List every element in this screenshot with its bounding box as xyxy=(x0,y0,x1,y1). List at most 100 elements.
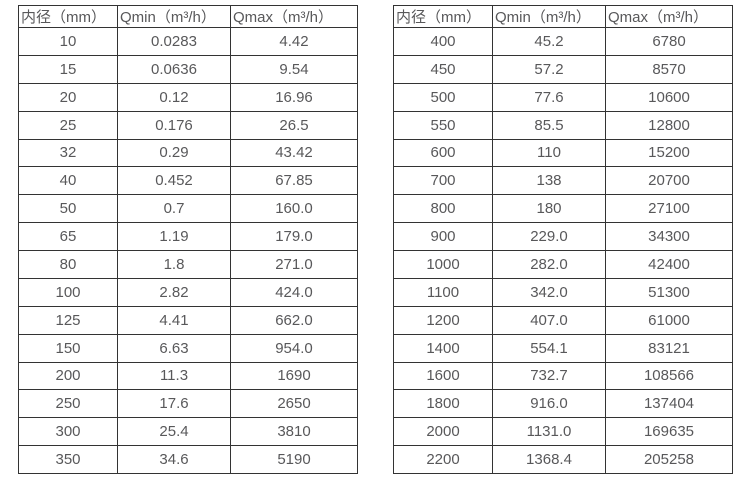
cell: 550 xyxy=(393,110,493,140)
cell: 0.176 xyxy=(117,110,231,140)
table-row: 600 110 15200 xyxy=(393,138,733,168)
table-row: 150 6.63 954.0 xyxy=(18,333,358,363)
cell: 169635 xyxy=(605,417,733,447)
cell: 205258 xyxy=(605,445,733,474)
cell: 20700 xyxy=(605,166,733,196)
cell: 1400 xyxy=(393,333,493,363)
cell: 1.19 xyxy=(117,222,231,251)
cell: 32 xyxy=(18,138,118,168)
cell: 57.2 xyxy=(492,54,606,84)
cell: 15 xyxy=(18,54,118,84)
table-row: 1400 554.1 83121 xyxy=(393,333,733,363)
table-row: 200 11.3 1690 xyxy=(18,361,358,391)
spec-table-large-diameters: 内径（mm） Qmin（m³/h） Qmax（m³/h） 400 45.2 6780… xyxy=(393,5,733,474)
table-row: 100 2.82 424.0 xyxy=(18,277,358,307)
column-header-diameter: 内径（mm） xyxy=(18,5,118,28)
cell: 83121 xyxy=(605,333,733,363)
cell: 25 xyxy=(18,110,118,140)
cell: 125 xyxy=(18,305,118,335)
cell: 50 xyxy=(18,194,118,224)
column-header-qmin: Qmin（m³/h） xyxy=(492,5,606,28)
cell: 2000 xyxy=(393,417,493,447)
column-header-qmax: Qmax（m³/h） xyxy=(230,5,358,28)
cell: 662.0 xyxy=(230,305,358,335)
cell: 229.0 xyxy=(492,222,606,251)
cell: 137404 xyxy=(605,389,733,419)
cell: 8570 xyxy=(605,54,733,84)
cell: 51300 xyxy=(605,277,733,307)
cell: 160.0 xyxy=(230,194,358,224)
cell: 600 xyxy=(393,138,493,168)
cell: 77.6 xyxy=(492,82,606,112)
table-row: 1200 407.0 61000 xyxy=(393,305,733,335)
cell: 4.42 xyxy=(230,27,358,56)
cell: 45.2 xyxy=(492,27,606,56)
table-row: 400 45.2 6780 xyxy=(393,27,733,56)
cell: 200 xyxy=(18,361,118,391)
cell: 500 xyxy=(393,82,493,112)
cell: 342.0 xyxy=(492,277,606,307)
cell: 0.12 xyxy=(117,82,231,112)
cell: 150 xyxy=(18,333,118,363)
flow-rate-table-right: 内径（mm） Qmin（m³/h） Qmax（m³/h） 400 45.2 6780… xyxy=(393,5,733,474)
cell: 954.0 xyxy=(230,333,358,363)
cell: 1600 xyxy=(393,361,493,391)
cell: 1200 xyxy=(393,305,493,335)
cell: 732.7 xyxy=(492,361,606,391)
table-row: 1000 282.0 42400 xyxy=(393,250,733,279)
cell: 554.1 xyxy=(492,333,606,363)
table-row: 15 0.0636 9.54 xyxy=(18,54,358,84)
cell: 85.5 xyxy=(492,110,606,140)
cell: 5190 xyxy=(230,445,358,474)
cell: 10 xyxy=(18,27,118,56)
cell: 1131.0 xyxy=(492,417,606,447)
cell: 450 xyxy=(393,54,493,84)
cell: 271.0 xyxy=(230,250,358,279)
cell: 1800 xyxy=(393,389,493,419)
table-row: 2200 1368.4 205258 xyxy=(393,445,733,474)
table-row: 1600 732.7 108566 xyxy=(393,361,733,391)
table-row: 800 180 27100 xyxy=(393,194,733,224)
table-row: 25 0.176 26.5 xyxy=(18,110,358,140)
table-row: 50 0.7 160.0 xyxy=(18,194,358,224)
table-row: 40 0.452 67.85 xyxy=(18,166,358,196)
table-row: 20 0.12 16.96 xyxy=(18,82,358,112)
table-row: 1100 342.0 51300 xyxy=(393,277,733,307)
cell: 179.0 xyxy=(230,222,358,251)
cell: 11.3 xyxy=(117,361,231,391)
cell: 6.63 xyxy=(117,333,231,363)
cell: 2.82 xyxy=(117,277,231,307)
header-row: 内径（mm） Qmin（m³/h） Qmax（m³/h） xyxy=(18,5,358,28)
cell: 0.7 xyxy=(117,194,231,224)
cell: 138 xyxy=(492,166,606,196)
cell: 180 xyxy=(492,194,606,224)
table-row: 500 77.6 10600 xyxy=(393,82,733,112)
cell: 40 xyxy=(18,166,118,196)
cell: 6780 xyxy=(605,27,733,56)
table-row: 1800 916.0 137404 xyxy=(393,389,733,419)
cell: 0.452 xyxy=(117,166,231,196)
cell: 1000 xyxy=(393,250,493,279)
table-row: 32 0.29 43.42 xyxy=(18,138,358,168)
table-row: 10 0.0283 4.42 xyxy=(18,27,358,56)
column-header-qmin: Qmin（m³/h） xyxy=(117,5,231,28)
table-row: 65 1.19 179.0 xyxy=(18,222,358,251)
cell: 110 xyxy=(492,138,606,168)
cell: 26.5 xyxy=(230,110,358,140)
table-row: 700 138 20700 xyxy=(393,166,733,196)
cell: 12800 xyxy=(605,110,733,140)
cell: 20 xyxy=(18,82,118,112)
table-row: 125 4.41 662.0 xyxy=(18,305,358,335)
cell: 61000 xyxy=(605,305,733,335)
cell: 17.6 xyxy=(117,389,231,419)
cell: 1368.4 xyxy=(492,445,606,474)
cell: 2650 xyxy=(230,389,358,419)
cell: 0.0283 xyxy=(117,27,231,56)
cell: 10600 xyxy=(605,82,733,112)
cell: 34.6 xyxy=(117,445,231,474)
cell: 250 xyxy=(18,389,118,419)
cell: 15200 xyxy=(605,138,733,168)
table-row: 450 57.2 8570 xyxy=(393,54,733,84)
cell: 43.42 xyxy=(230,138,358,168)
table-row: 2000 1131.0 169635 xyxy=(393,417,733,447)
